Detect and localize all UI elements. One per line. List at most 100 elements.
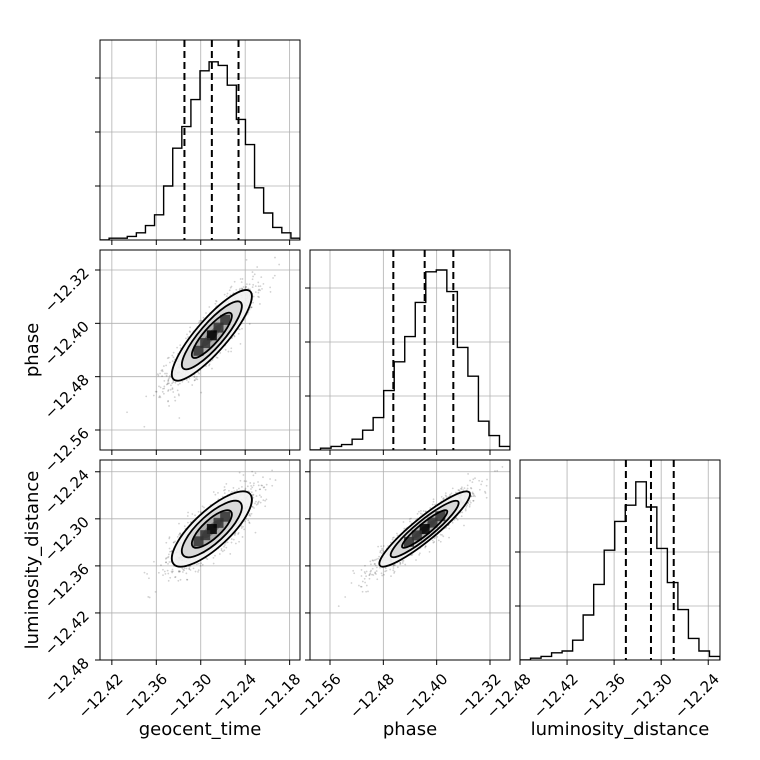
scatter-point	[250, 512, 253, 515]
y-axis-label-phase: phase	[22, 323, 43, 377]
scatter-point	[164, 372, 166, 375]
scatter-point	[233, 334, 236, 337]
scatter-point	[126, 411, 128, 414]
scatter-point	[229, 553, 232, 555]
scatter-point	[399, 562, 402, 565]
scatter-point	[168, 405, 170, 407]
scatter-point	[478, 488, 481, 491]
scatter-point	[376, 566, 378, 569]
scatter-point	[418, 554, 421, 556]
scatter-point	[424, 510, 427, 513]
scatter-point	[364, 581, 366, 584]
scatter-point	[457, 489, 460, 491]
scatter-point	[382, 545, 385, 547]
scatter-point	[186, 333, 188, 336]
scatter-point	[424, 545, 427, 548]
scatter-point	[344, 596, 347, 598]
scatter-point	[174, 576, 177, 578]
scatter-point	[233, 280, 236, 283]
scatter-point	[436, 535, 439, 538]
scatter-point	[442, 535, 445, 538]
scatter-point	[384, 567, 387, 570]
scatter-point	[373, 563, 376, 565]
scatter-point	[223, 486, 226, 488]
scatter-point	[146, 573, 148, 575]
scatter-point	[450, 492, 453, 495]
scatter-point	[143, 425, 146, 428]
scatter-point	[259, 289, 262, 292]
scatter-point	[481, 480, 483, 483]
scatter-point	[375, 558, 378, 561]
scatter-point	[223, 489, 225, 492]
scatter-point	[433, 537, 436, 540]
contour-line-0	[190, 509, 233, 549]
scatter-point	[448, 527, 451, 530]
scatter-point	[162, 365, 165, 367]
scatter-point	[251, 278, 254, 281]
scatter-point	[205, 312, 207, 314]
scatter-point	[198, 372, 201, 375]
scatter-point	[178, 382, 181, 385]
scatter-point	[381, 547, 383, 550]
x-tick-label: −12.36	[577, 670, 629, 722]
scatter-point	[237, 533, 240, 535]
density-cell	[411, 530, 422, 541]
scatter-point	[177, 579, 180, 582]
scatter-point	[258, 288, 260, 291]
scatter-point	[234, 542, 237, 545]
panel-frame	[99, 39, 301, 241]
histogram-phase	[310, 269, 510, 450]
scatter-point	[431, 503, 434, 506]
scatter-point	[264, 505, 267, 508]
scatter-point	[143, 571, 146, 574]
scatter-point	[241, 327, 243, 330]
scatter-point	[439, 540, 442, 543]
contour-line-1	[180, 499, 243, 559]
scatter-point	[178, 532, 181, 535]
scatter-point	[188, 330, 191, 333]
contour-line-1	[180, 300, 243, 371]
scatter-point	[230, 541, 233, 544]
scatter-point	[454, 491, 457, 494]
scatter-point	[153, 560, 155, 563]
scatter-point	[264, 499, 267, 502]
scatter-point	[274, 256, 276, 259]
scatter-point	[245, 286, 247, 289]
scatter-point	[238, 487, 240, 490]
scatter-point	[256, 266, 259, 268]
scatter-point	[377, 557, 379, 560]
scatter-point	[233, 533, 236, 535]
scatter-point	[401, 562, 404, 564]
scatter-point	[185, 379, 188, 381]
scatter-point	[233, 534, 236, 537]
scatter-point	[248, 514, 251, 517]
scatter-point	[192, 567, 195, 570]
scatter-point	[252, 275, 254, 278]
scatter-point	[227, 350, 230, 353]
scatter-point	[145, 395, 148, 398]
scatter-point	[259, 285, 262, 288]
scatter-point	[231, 491, 233, 493]
scatter-point	[193, 375, 195, 378]
scatter-point	[471, 481, 474, 484]
scatter-point	[262, 282, 265, 285]
scatter-point	[419, 512, 422, 515]
scatter-point	[411, 553, 414, 556]
scatter-point	[223, 549, 226, 552]
scatter-point	[171, 360, 174, 363]
scatter-point	[382, 550, 385, 553]
scatter-point	[428, 550, 431, 553]
scatter-point	[194, 514, 196, 517]
density-cell	[220, 511, 231, 522]
x-axis-label-geocent_time: geocent_time	[139, 719, 262, 740]
scatter-point	[451, 487, 454, 490]
scatter-point	[444, 494, 447, 497]
scatter-point	[165, 372, 168, 375]
x-tick-label: −12.30	[164, 670, 216, 722]
scatter-point	[469, 501, 472, 504]
scatter-point	[176, 535, 179, 538]
scatter-point	[230, 347, 233, 350]
scatter-point	[198, 320, 201, 322]
scatter-point	[168, 382, 170, 385]
contour-line-2	[170, 289, 253, 382]
